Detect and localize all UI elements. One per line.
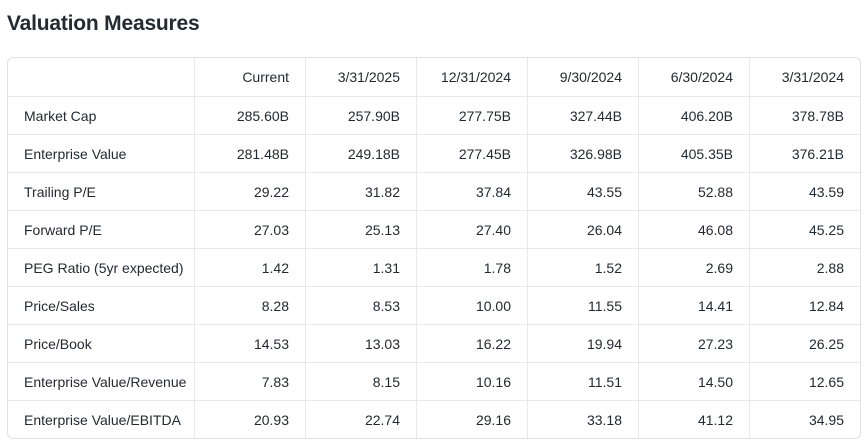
value-cell: 13.03 (305, 324, 416, 362)
row-label: Price/Sales (8, 286, 194, 324)
value-cell: 45.25 (749, 210, 860, 248)
value-cell: 29.16 (416, 400, 527, 438)
row-label: Enterprise Value (8, 134, 194, 172)
value-cell: 19.94 (527, 324, 638, 362)
value-cell: 378.78B (749, 96, 860, 134)
row-label: Price/Book (8, 324, 194, 362)
table-row: PEG Ratio (5yr expected) 1.42 1.31 1.78 1.52… (8, 248, 860, 286)
value-cell: 11.51 (527, 362, 638, 400)
table-row: Enterprise Value/Revenue 7.83 8.15 10.16 11.… (8, 362, 860, 400)
value-cell: 327.44B (527, 96, 638, 134)
value-cell: 12.84 (749, 286, 860, 324)
row-label: Trailing P/E (8, 172, 194, 210)
value-cell: 12.65 (749, 362, 860, 400)
header-row: Current 3/31/2025 12/31/2024 9/30/2024 6/30/… (8, 58, 860, 96)
value-cell: 376.21B (749, 134, 860, 172)
value-cell: 37.84 (416, 172, 527, 210)
value-cell: 10.16 (416, 362, 527, 400)
value-cell: 25.13 (305, 210, 416, 248)
value-cell: 10.00 (416, 286, 527, 324)
value-cell: 16.22 (416, 324, 527, 362)
value-cell: 257.90B (305, 96, 416, 134)
header-cell: 3/31/2024 (749, 58, 860, 96)
value-cell: 52.88 (638, 172, 749, 210)
value-cell: 14.50 (638, 362, 749, 400)
value-cell: 277.75B (416, 96, 527, 134)
value-cell: 22.74 (305, 400, 416, 438)
value-cell: 33.18 (527, 400, 638, 438)
row-label: PEG Ratio (5yr expected) (8, 248, 194, 286)
table-header: Current 3/31/2025 12/31/2024 9/30/2024 6/30/… (8, 58, 860, 96)
value-cell: 2.88 (749, 248, 860, 286)
header-cell: 12/31/2024 (416, 58, 527, 96)
value-cell: 7.83 (194, 362, 305, 400)
value-cell: 46.08 (638, 210, 749, 248)
value-cell: 27.40 (416, 210, 527, 248)
value-cell: 43.59 (749, 172, 860, 210)
value-cell: 14.41 (638, 286, 749, 324)
value-cell: 249.18B (305, 134, 416, 172)
value-cell: 8.53 (305, 286, 416, 324)
table-row: Enterprise Value/EBITDA 20.93 22.74 29.16 33… (8, 400, 860, 438)
header-cell: 6/30/2024 (638, 58, 749, 96)
row-label: Enterprise Value/EBITDA (8, 400, 194, 438)
table-body: Market Cap 285.60B 257.90B 277.75B 327.44B 40… (8, 96, 860, 438)
value-cell: 29.22 (194, 172, 305, 210)
table-row: Price/Book 14.53 13.03 16.22 19.94 27.23 26.25 (8, 324, 860, 362)
value-cell: 41.12 (638, 400, 749, 438)
value-cell: 326.98B (527, 134, 638, 172)
table-row: Trailing P/E 29.22 31.82 37.84 43.55 52.88 43.… (8, 172, 860, 210)
value-cell: 406.20B (638, 96, 749, 134)
value-cell: 43.55 (527, 172, 638, 210)
header-cell: Current (194, 58, 305, 96)
value-cell: 1.42 (194, 248, 305, 286)
value-cell: 2.69 (638, 248, 749, 286)
value-cell: 1.78 (416, 248, 527, 286)
value-cell: 27.23 (638, 324, 749, 362)
value-cell: 1.52 (527, 248, 638, 286)
value-cell: 8.28 (194, 286, 305, 324)
value-cell: 31.82 (305, 172, 416, 210)
value-cell: 27.03 (194, 210, 305, 248)
value-cell: 20.93 (194, 400, 305, 438)
row-label: Enterprise Value/Revenue (8, 362, 194, 400)
table-row: Market Cap 285.60B 257.90B 277.75B 327.44B 40… (8, 96, 860, 134)
valuation-table: Current 3/31/2025 12/31/2024 9/30/2024 6/30/… (7, 57, 861, 439)
value-cell: 26.04 (527, 210, 638, 248)
value-cell: 14.53 (194, 324, 305, 362)
table-row: Forward P/E 27.03 25.13 27.40 26.04 46.08 45.2… (8, 210, 860, 248)
value-cell: 8.15 (305, 362, 416, 400)
header-cell: 3/31/2025 (305, 58, 416, 96)
value-cell: 26.25 (749, 324, 860, 362)
table-row: Enterprise Value 281.48B 249.18B 277.45B 326… (8, 134, 860, 172)
row-label: Market Cap (8, 96, 194, 134)
page-title: Valuation Measures (7, 12, 200, 35)
value-cell: 1.31 (305, 248, 416, 286)
header-cell: 9/30/2024 (527, 58, 638, 96)
value-cell: 405.35B (638, 134, 749, 172)
value-cell: 281.48B (194, 134, 305, 172)
header-cell-blank (8, 58, 194, 96)
value-cell: 285.60B (194, 96, 305, 134)
table-row: Price/Sales 8.28 8.53 10.00 11.55 14.41 12.84 (8, 286, 860, 324)
value-cell: 11.55 (527, 286, 638, 324)
value-cell: 277.45B (416, 134, 527, 172)
value-cell: 34.95 (749, 400, 860, 438)
row-label: Forward P/E (8, 210, 194, 248)
